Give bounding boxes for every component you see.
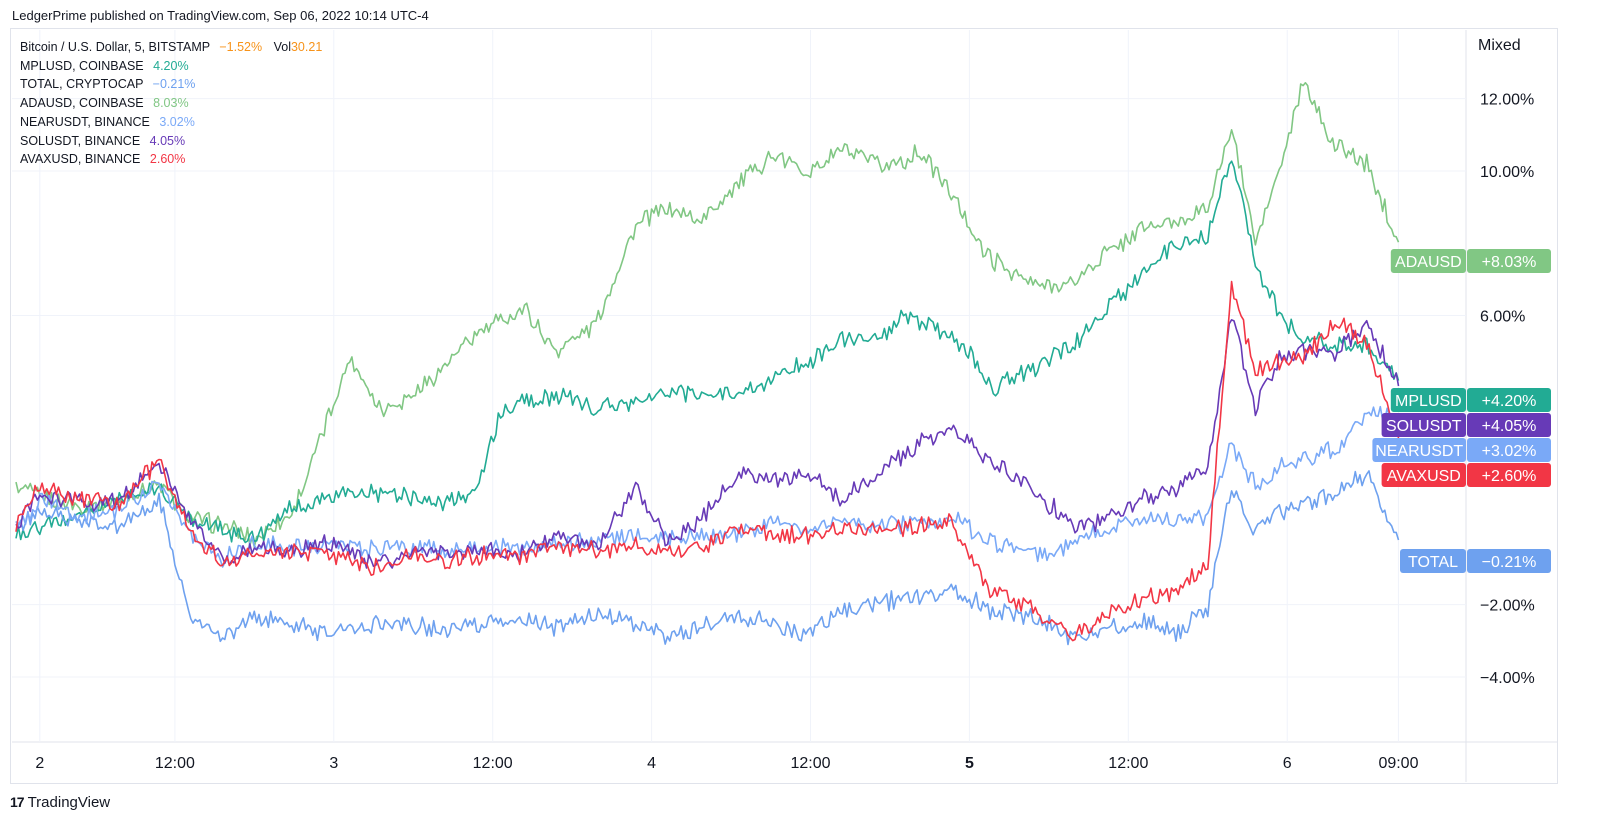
x-tick-label: 12:00 (155, 755, 195, 772)
price-tag-value: +2.60% (1482, 468, 1537, 485)
price-tag-label-bg (1390, 249, 1466, 273)
legend-symbol: NEARUSDT, BINANCE (20, 114, 150, 129)
x-axis: 2 12:00 3 12:00 4 12:00 5 12:00 6 09:00 (35, 755, 1418, 772)
price-tag-label-bg (1372, 438, 1466, 462)
price-tag-value-bg (1467, 438, 1551, 462)
y-tick-label: 10.00% (1480, 164, 1534, 181)
grid-layer (12, 30, 1557, 782)
series-layer (15, 82, 1400, 646)
price-tag-adausd: ADAUSD +8.03% (1390, 249, 1551, 273)
legend-main-change: −1.52% (219, 40, 263, 54)
x-tick-label: 2 (35, 755, 44, 772)
series-line-adausd (15, 82, 1400, 548)
price-tag-label-bg (1390, 388, 1466, 412)
price-tag-label: SOLUSDT (1386, 418, 1462, 435)
price-tag-value-bg (1467, 249, 1551, 273)
x-tick-label: 6 (1283, 755, 1292, 772)
y-tick-label: −4.00% (1480, 670, 1535, 687)
legend-row-avaxusd[interactable]: AVAXUSD, BINANCE 2.60% (20, 150, 322, 169)
price-tag-label: MPLUSD (1395, 393, 1462, 410)
price-tag-label-bg (1381, 413, 1466, 437)
series-line-solusdt (15, 319, 1400, 569)
x-tick-label: 12:00 (473, 755, 513, 772)
legend-change: −0.21% (152, 77, 196, 92)
chart-frame (10, 28, 1558, 784)
publisher-line: LedgerPrime published on TradingView.com… (12, 8, 429, 23)
price-tag-nearusdt: NEARUSDT +3.02% (1372, 438, 1551, 462)
scale-mode-label[interactable]: Mixed (1478, 37, 1521, 54)
legend-symbol: AVAXUSD, BINANCE (20, 152, 141, 167)
price-tag-label: AVAXUSD (1387, 468, 1461, 485)
price-tag-label: NEARUSDT (1375, 443, 1463, 460)
y-axis: 12.00% 10.00% 6.00% −2.00% −4.00% (1480, 92, 1535, 687)
legend-symbol: MPLUSD, COINBASE (20, 58, 144, 73)
series-line-nearusdt (15, 405, 1400, 568)
price-tags: ADAUSD +8.03% MPLUSD +4.20% SOLUSDT +4.05% NEA… (1372, 249, 1551, 573)
x-tick-label: 3 (329, 755, 338, 772)
legend-vol-value: 30.21 (290, 40, 323, 54)
price-tag-value-bg (1467, 413, 1551, 437)
x-tick-label: 5 (965, 755, 974, 772)
price-tag-solusdt: SOLUSDT +4.05% (1381, 413, 1551, 437)
price-tag-value-bg (1467, 388, 1551, 412)
price-tag-avaxusd: AVAXUSD +2.60% (1381, 463, 1551, 487)
price-tag-label: TOTAL (1408, 554, 1458, 571)
price-tag-value-bg (1467, 549, 1551, 573)
y-tick-label: 6.00% (1480, 309, 1525, 326)
price-tag-value: +4.05% (1482, 418, 1537, 435)
x-tick-label: 09:00 (1378, 755, 1418, 772)
series-line-total (15, 470, 1400, 646)
price-tag-mplusd: MPLUSD +4.20% (1390, 388, 1551, 412)
legend-row-solusdt[interactable]: SOLUSDT, BINANCE 4.05% (20, 132, 322, 151)
legend-vol-label: Vol (273, 40, 291, 54)
legend-symbol: SOLUSDT, BINANCE (20, 133, 141, 148)
price-tag-label-bg (1400, 549, 1466, 573)
legend-main-symbol: Bitcoin / U.S. Dollar, 5, BITSTAMP (20, 40, 210, 54)
x-tick-label: 12:00 (790, 755, 830, 772)
legend-change: 4.05% (149, 133, 186, 148)
legend-main-row[interactable]: Bitcoin / U.S. Dollar, 5, BITSTAMP −1.52… (20, 38, 322, 57)
legend-symbol: TOTAL, CRYPTOCAP (20, 77, 144, 92)
legend-change: 4.20% (153, 58, 189, 73)
tradingview-logo-icon: 17 (10, 794, 25, 810)
price-tag-label-bg (1381, 463, 1466, 487)
legend-symbol: ADAUSD, COINBASE (20, 96, 144, 111)
legend-change: 8.03% (153, 96, 189, 111)
tradingview-brand: TradingView (27, 793, 111, 811)
price-tag-value: +4.20% (1482, 393, 1537, 410)
price-tag-value: +8.03% (1482, 254, 1537, 271)
price-tag-value: +3.02% (1482, 443, 1537, 460)
series-line-mplusd (15, 160, 1400, 544)
price-tag-total: TOTAL −0.21% (1400, 549, 1551, 573)
legend-change: 3.02% (159, 114, 195, 129)
legend-row-adausd[interactable]: ADAUSD, COINBASE 8.03% (20, 94, 322, 113)
x-tick-label: 4 (647, 755, 656, 772)
y-tick-label: −2.00% (1480, 598, 1535, 615)
legend-row-nearusdt[interactable]: NEARUSDT, BINANCE 3.02% (20, 113, 322, 132)
legend-row-total[interactable]: TOTAL, CRYPTOCAP −0.21% (20, 75, 322, 94)
series-line-avaxusd (15, 280, 1400, 642)
legend-row-mplusd[interactable]: MPLUSD, COINBASE 4.20% (20, 57, 322, 76)
legend-change: 2.60% (149, 152, 186, 167)
price-tag-label: ADAUSD (1395, 254, 1462, 271)
price-tag-value: −0.21% (1482, 554, 1537, 571)
y-tick-label: 12.00% (1480, 92, 1534, 109)
footer[interactable]: 17 TradingView (10, 792, 110, 812)
price-tag-value-bg (1467, 463, 1551, 487)
legend: Bitcoin / U.S. Dollar, 5, BITSTAMP −1.52… (20, 38, 322, 169)
x-tick-label: 12:00 (1108, 755, 1148, 772)
